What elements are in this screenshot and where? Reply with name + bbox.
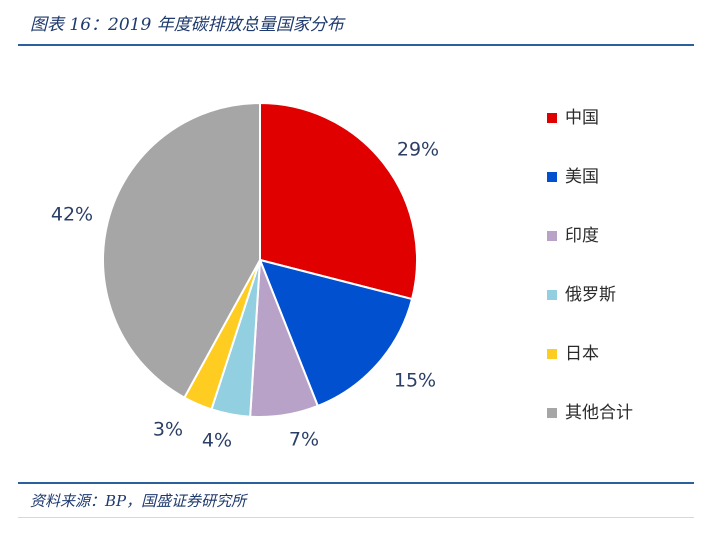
pie-label-1: 15%: [394, 370, 436, 392]
legend-swatch-5: [547, 408, 557, 418]
top-rule: [18, 44, 694, 46]
legend-label-1: 美国: [565, 167, 599, 187]
bottom-rule: [18, 482, 694, 484]
source-note: 资料来源：BP，国盛证券研究所: [30, 492, 247, 510]
pie-label-3: 4%: [202, 430, 232, 452]
legend-swatch-2: [547, 231, 557, 241]
pie-label-0: 29%: [397, 139, 439, 161]
legend-label-0: 中国: [565, 108, 599, 128]
legend-swatch-4: [547, 349, 557, 359]
figure-title: 图表 16：2019 年度碳排放总量国家分布: [30, 15, 344, 35]
pie-slice-0: [259, 101, 418, 301]
pie-label-4: 3%: [153, 419, 183, 441]
legend-label-4: 日本: [565, 344, 599, 364]
pie-slice-1: [258, 258, 414, 408]
footer-divider: [18, 517, 694, 518]
pie-slice-5: [102, 101, 261, 399]
legend-label-3: 俄罗斯: [565, 285, 616, 305]
pie-label-5: 42%: [51, 204, 93, 226]
legend-label-2: 印度: [565, 226, 599, 246]
pie-slices: [102, 101, 418, 418]
legend-swatch-3: [547, 290, 557, 300]
pie-percent-labels: 29% 15% 7% 4% 3% 42%: [51, 139, 439, 452]
pie-label-2: 7%: [289, 429, 319, 451]
legend-swatch-0: [547, 113, 557, 123]
legend-label-5: 其他合计: [565, 403, 633, 423]
legend-swatch-1: [547, 172, 557, 182]
